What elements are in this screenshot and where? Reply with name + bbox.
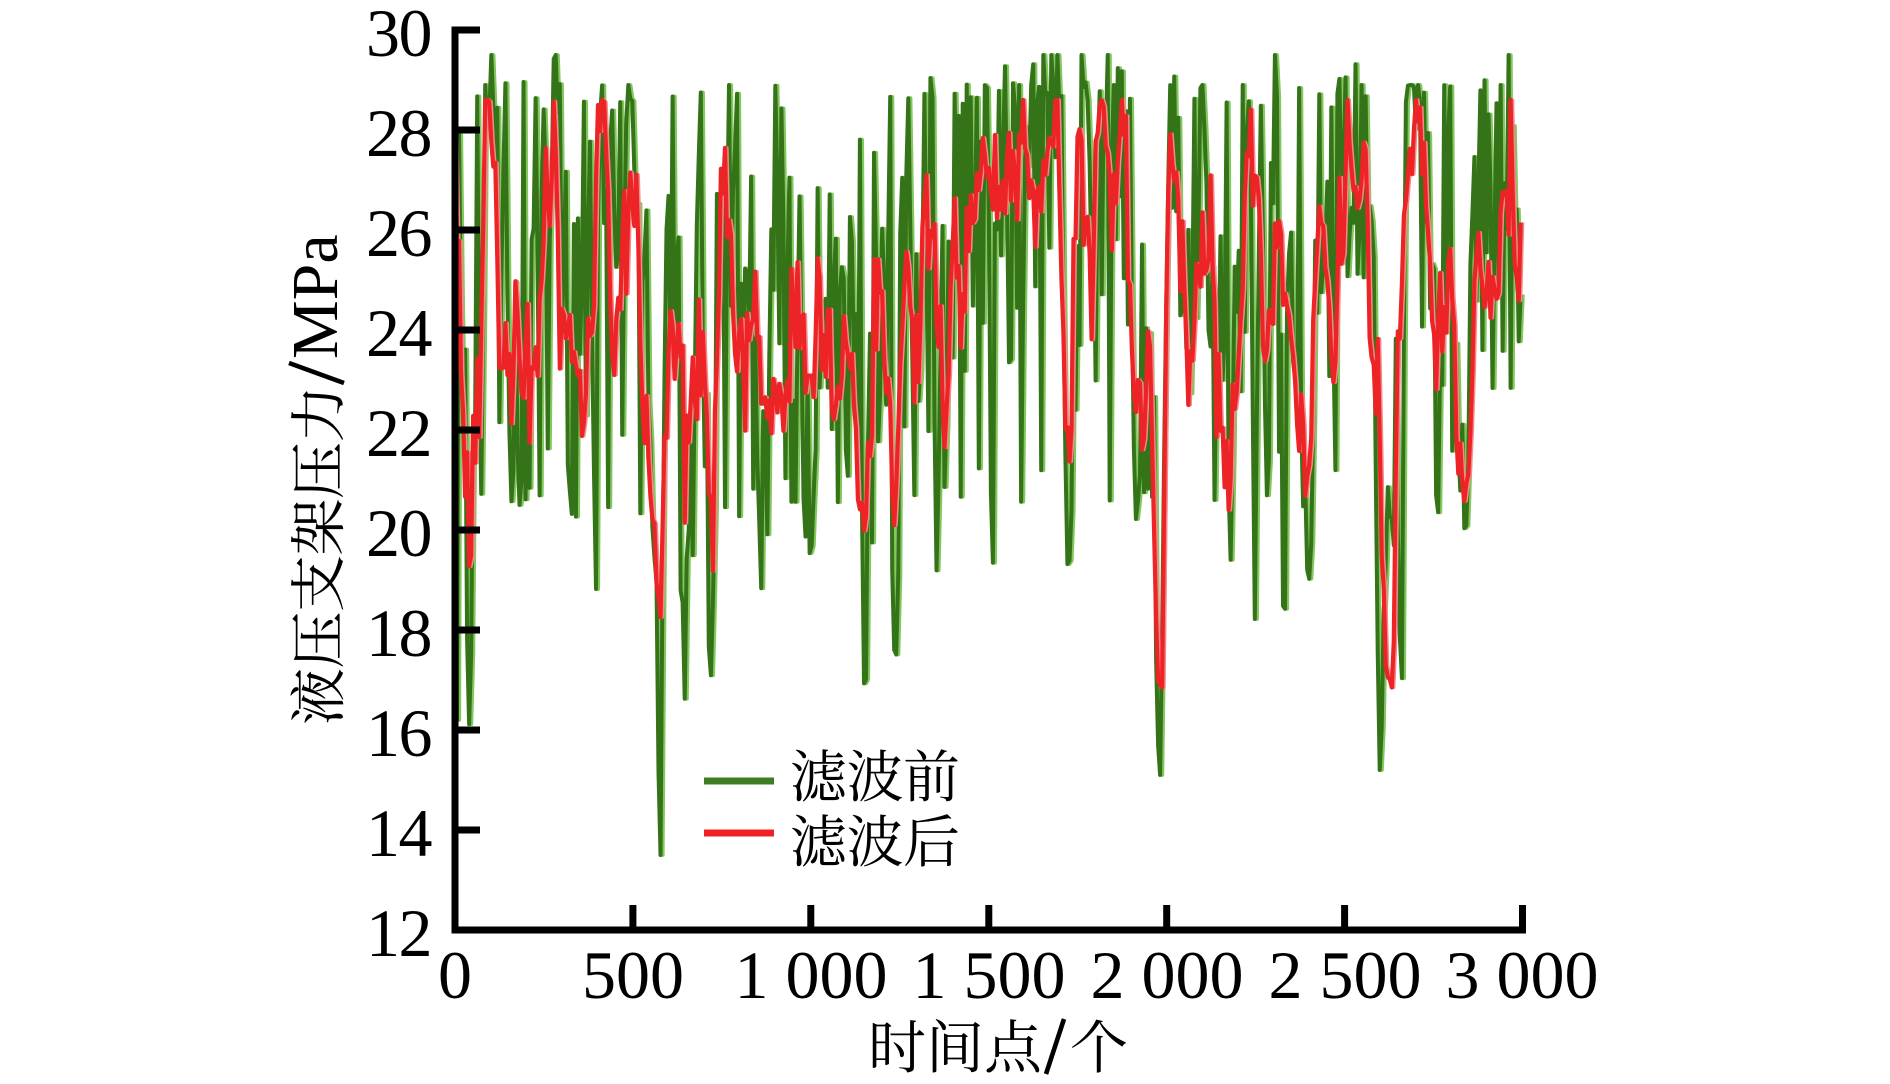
svg-text:3 000: 3 000 xyxy=(1446,937,1599,1013)
svg-text:MPa: MPa xyxy=(279,234,352,359)
svg-text:26: 26 xyxy=(366,195,431,271)
svg-text:22: 22 xyxy=(366,395,431,471)
svg-text:500: 500 xyxy=(582,937,684,1013)
svg-text:14: 14 xyxy=(366,795,432,871)
svg-text:20: 20 xyxy=(366,495,431,571)
svg-text:24: 24 xyxy=(366,295,432,371)
svg-text:1 000: 1 000 xyxy=(735,937,888,1013)
svg-text:18: 18 xyxy=(366,595,431,671)
svg-text:12: 12 xyxy=(366,895,431,971)
svg-text:0: 0 xyxy=(438,937,472,1013)
svg-text:2 500: 2 500 xyxy=(1269,937,1422,1013)
svg-text:2 000: 2 000 xyxy=(1091,937,1244,1013)
svg-text:16: 16 xyxy=(366,695,431,771)
svg-text:28: 28 xyxy=(366,95,431,171)
svg-text:1 500: 1 500 xyxy=(913,937,1066,1013)
svg-text:30: 30 xyxy=(366,0,431,71)
